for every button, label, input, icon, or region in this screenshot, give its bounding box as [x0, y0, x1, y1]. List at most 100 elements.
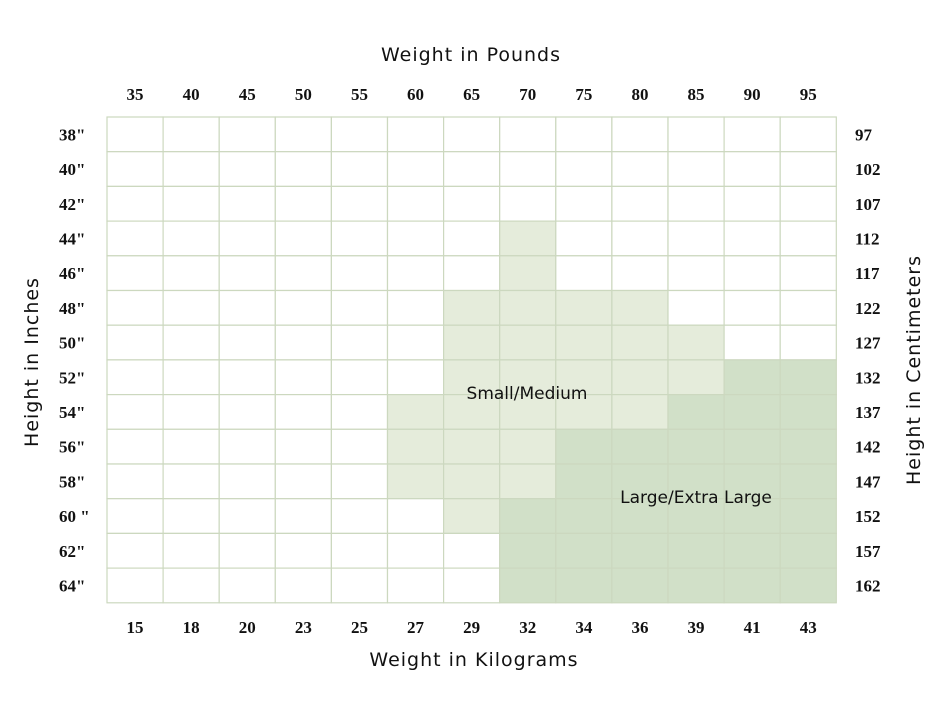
x-tick-pounds: 60	[407, 85, 424, 104]
cell-42in-75lb	[555, 185, 613, 222]
cell-52in-85lb	[667, 359, 725, 396]
cell-52in-35lb	[106, 359, 164, 396]
cell-58in-50lb	[274, 463, 332, 500]
x-tick-kilograms: 36	[631, 618, 648, 637]
cell-44in-65lb	[443, 220, 501, 257]
cell-40in-75lb	[555, 151, 613, 187]
cell-40in-50lb	[274, 151, 332, 187]
y-tick-centimeters: 152	[855, 507, 881, 526]
x-axis-title-top: Weight in Pounds	[381, 44, 561, 66]
cell-64in-75lb	[555, 567, 613, 604]
y-tick-inches: 64"	[59, 576, 85, 595]
cell-52in-80lb	[611, 359, 669, 396]
cell-44in-35lb	[106, 220, 164, 257]
zone-label-large-extra-large: Large/Extra Large	[620, 488, 772, 508]
cell-54in-60lb	[386, 394, 445, 430]
cell-52in-60lb	[386, 359, 445, 396]
cell-62in-55lb	[330, 532, 389, 569]
cell-56in-85lb	[667, 428, 725, 465]
cell-44in-75lb	[555, 220, 613, 257]
cell-52in-50lb	[274, 359, 332, 396]
cell-60in-45lb	[218, 498, 276, 535]
cell-62in-90lb	[723, 532, 781, 569]
cell-44in-50lb	[274, 220, 332, 257]
cell-54in-85lb	[667, 394, 725, 430]
cell-50in-70lb	[499, 324, 557, 361]
cell-56in-70lb	[499, 428, 557, 465]
cell-46in-45lb	[218, 255, 276, 292]
cell-50in-35lb	[106, 324, 164, 361]
cell-48in-45lb	[218, 289, 276, 326]
x-tick-pounds: 65	[463, 85, 480, 104]
cell-64in-65lb	[443, 567, 501, 604]
cell-64in-50lb	[274, 567, 332, 604]
cell-60in-60lb	[386, 498, 445, 535]
cell-62in-75lb	[555, 532, 613, 569]
x-tick-pounds: 40	[183, 85, 200, 104]
cell-48in-95lb	[779, 289, 837, 326]
cell-42in-50lb	[274, 185, 332, 222]
cell-56in-80lb	[611, 428, 669, 465]
cell-52in-65lb	[443, 359, 501, 396]
y-tick-inches: 56"	[59, 438, 85, 457]
cell-64in-70lb	[499, 567, 557, 604]
x-tick-kilograms: 29	[463, 618, 480, 637]
cell-56in-35lb	[106, 428, 164, 465]
y-tick-inches: 54"	[59, 403, 85, 422]
x-tick-kilograms: 39	[688, 618, 705, 637]
cell-60in-90lb	[723, 498, 781, 535]
x-tick-kilograms: 25	[351, 618, 368, 637]
x-tick-kilograms: 41	[744, 618, 761, 637]
cell-54in-35lb	[106, 394, 164, 430]
x-tick-pounds: 50	[295, 85, 312, 104]
cell-44in-55lb	[330, 220, 389, 257]
cell-38in-40lb	[162, 116, 220, 153]
cell-48in-55lb	[330, 289, 389, 326]
cell-38in-75lb	[555, 116, 613, 153]
cell-48in-65lb	[443, 289, 501, 326]
cell-50in-80lb	[611, 324, 669, 361]
cell-40in-35lb	[106, 151, 164, 187]
cell-50in-75lb	[555, 324, 613, 361]
cell-46in-40lb	[162, 255, 220, 292]
x-tick-kilograms: 23	[295, 618, 312, 637]
y-axis-title-left: Height in Inches	[21, 277, 43, 447]
cell-64in-40lb	[162, 567, 220, 604]
cell-58in-65lb	[443, 463, 501, 500]
y-tick-centimeters: 147	[855, 472, 881, 491]
x-tick-pounds: 45	[239, 85, 256, 104]
cell-58in-40lb	[162, 463, 220, 500]
cell-50in-90lb	[723, 324, 781, 361]
cell-40in-85lb	[667, 151, 725, 187]
y-tick-inches: 40"	[59, 160, 85, 179]
cell-62in-70lb	[499, 532, 557, 569]
y-tick-inches: 50"	[59, 334, 85, 353]
cell-38in-85lb	[667, 116, 725, 153]
cell-52in-70lb	[499, 359, 557, 396]
cell-42in-80lb	[611, 185, 669, 222]
cell-60in-50lb	[274, 498, 332, 535]
x-tick-pounds: 35	[127, 85, 144, 104]
cell-46in-70lb	[499, 255, 557, 292]
cell-64in-35lb	[106, 567, 164, 604]
cell-56in-65lb	[443, 428, 501, 465]
cell-50in-65lb	[443, 324, 501, 361]
cell-38in-35lb	[106, 116, 164, 153]
cell-62in-85lb	[667, 532, 725, 569]
y-tick-inches: 44"	[59, 229, 85, 248]
y-tick-centimeters: 97	[855, 125, 873, 144]
cell-38in-80lb	[611, 116, 669, 153]
cell-58in-45lb	[218, 463, 276, 500]
cell-42in-95lb	[779, 185, 837, 222]
cell-56in-50lb	[274, 428, 332, 465]
cell-64in-60lb	[386, 567, 445, 604]
x-tick-pounds: 55	[351, 85, 368, 104]
cell-38in-60lb	[386, 116, 445, 153]
y-tick-inches: 60 "	[59, 507, 90, 526]
cell-60in-75lb	[555, 498, 613, 535]
y-tick-inches: 52"	[59, 368, 85, 387]
y-tick-centimeters: 137	[855, 403, 881, 422]
zone-label-small-medium: Small/Medium	[467, 384, 588, 404]
y-tick-centimeters: 157	[855, 542, 881, 561]
